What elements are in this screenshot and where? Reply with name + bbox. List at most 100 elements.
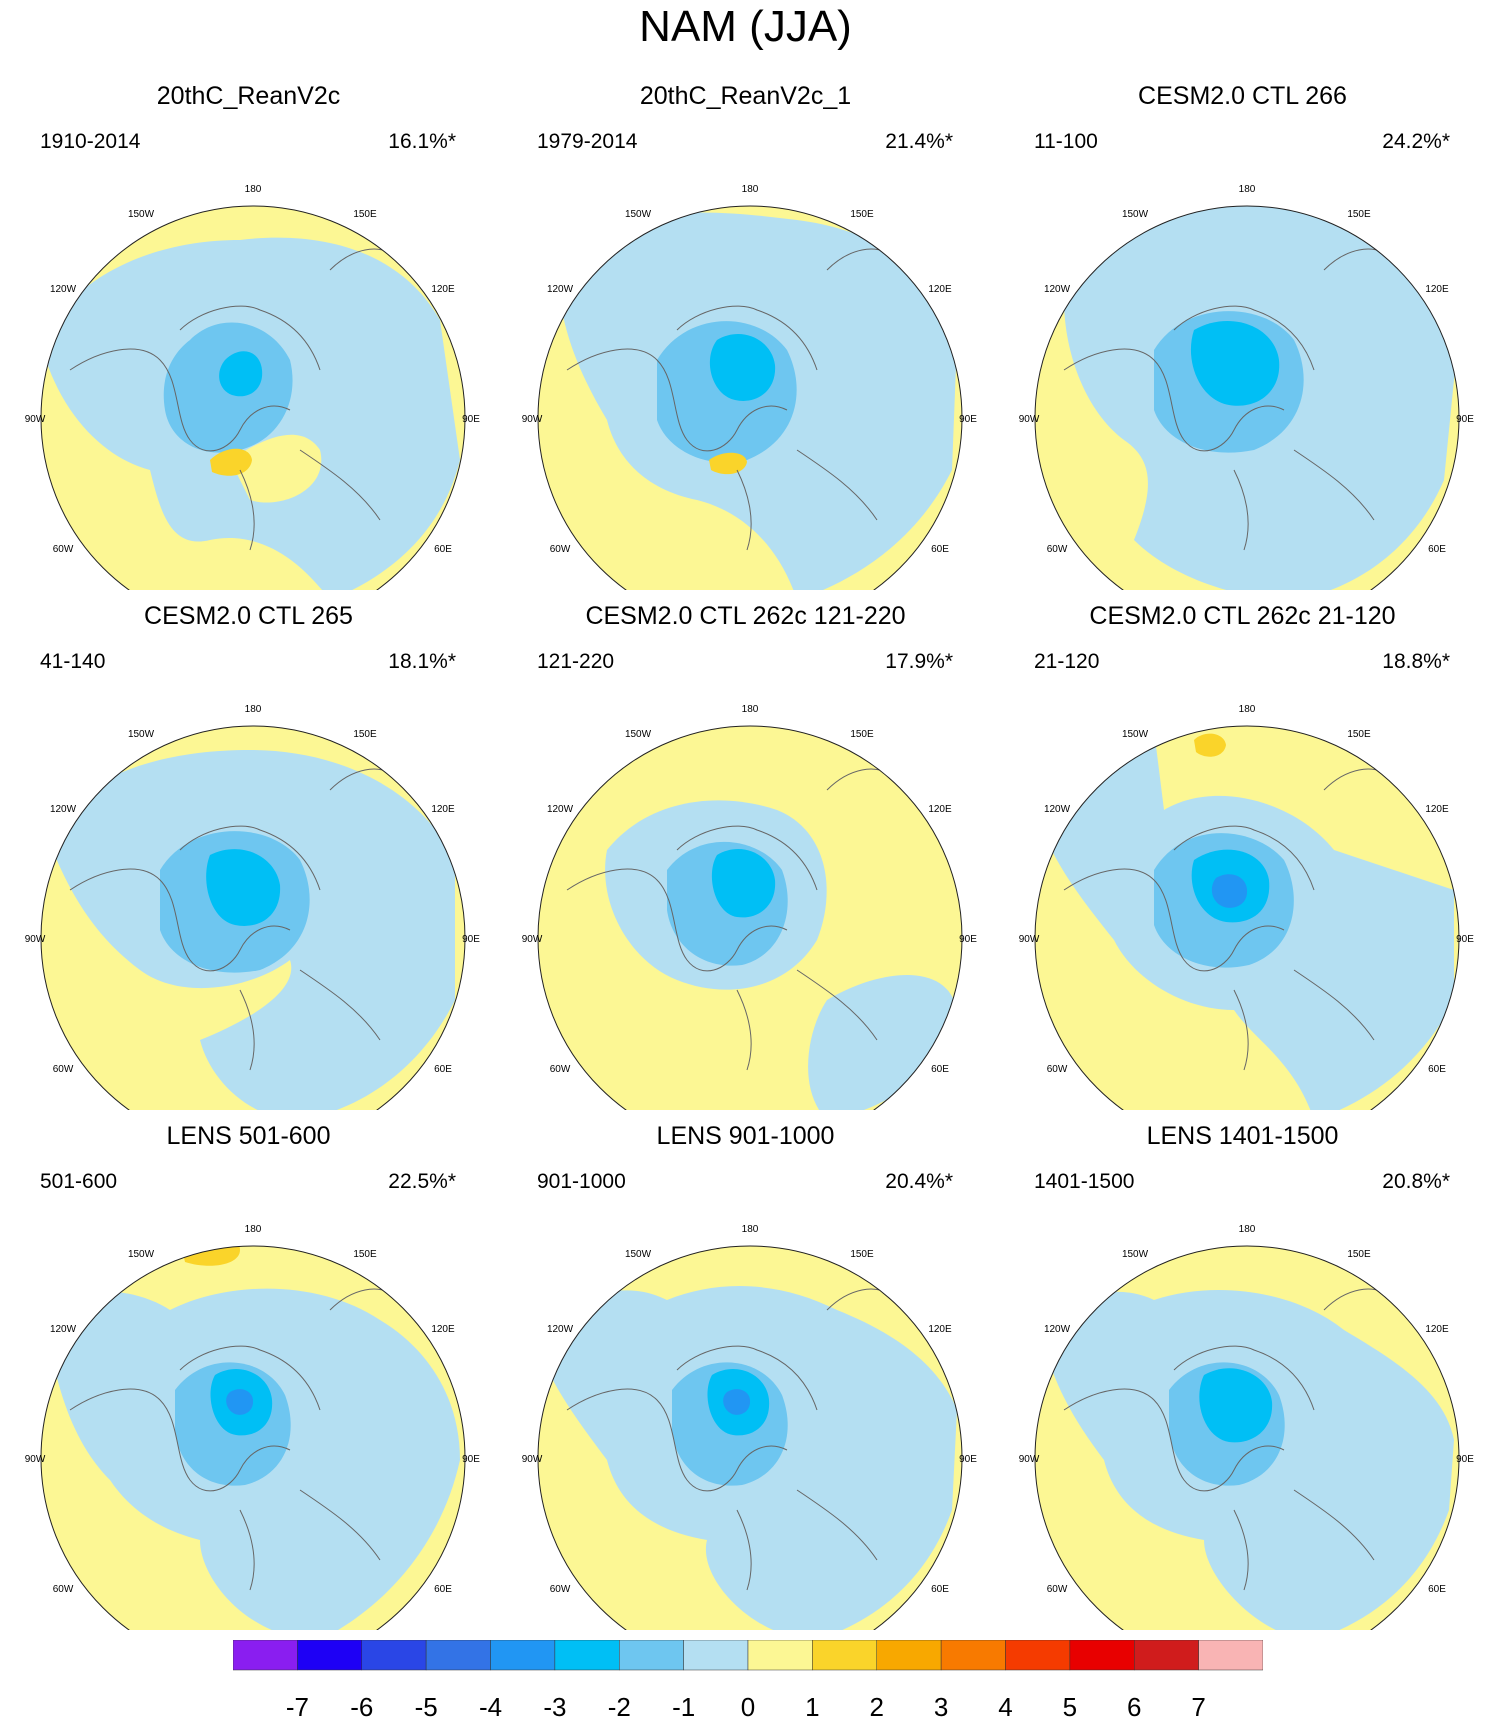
contour-region (637, 1246, 722, 1252)
map-panel: 180150W150E120W120E90W90E60W60E30W30E020… (0, 70, 497, 590)
colorbar-tick-label: 2 (869, 1692, 884, 1722)
longitude-label: 150E (353, 729, 377, 740)
longitude-label: 120W (547, 284, 574, 295)
longitude-label: 150E (353, 209, 377, 220)
colorbar-tick-label: -2 (607, 1692, 631, 1722)
colorbar-swatch (940, 1640, 1006, 1671)
polar-map: 180150W150E120W120E90W90E60W60E30W30E0 (25, 704, 480, 1110)
panel-period: 121-220 (537, 650, 615, 673)
longitude-label: 150W (128, 729, 155, 740)
polar-map: 180150W150E120W120E90W90E60W60E30W30E0 (1019, 704, 1474, 1110)
longitude-label: 120E (431, 284, 455, 295)
longitude-label: 150W (128, 1249, 155, 1260)
longitude-label: 120E (928, 1324, 952, 1335)
longitude-label: 120W (50, 804, 77, 815)
contour-region (1190, 321, 1280, 406)
panel-variance: 24.2%* (1382, 130, 1450, 153)
panel-variance: 21.4%* (885, 130, 953, 153)
colorbar-swatch (297, 1640, 362, 1671)
contour-region (206, 849, 281, 926)
coastline (69, 1288, 401, 1591)
longitude-label: 90W (25, 934, 46, 945)
panel-variance: 17.9%* (885, 650, 953, 673)
map-border (40, 725, 466, 1110)
longitude-label: 180 (742, 704, 759, 715)
longitude-label: 90E (1456, 934, 1474, 945)
longitude-label: 150W (1122, 1249, 1149, 1260)
polar-map: 180150W150E120W120E90W90E60W60E30W30E0 (25, 1224, 480, 1630)
longitude-label: 150W (625, 209, 652, 220)
colorbar-swatch (1005, 1640, 1071, 1671)
map-border (1034, 205, 1460, 590)
longitude-label: 90E (1456, 1454, 1474, 1465)
panel-period: 901-1000 (537, 1170, 626, 1193)
colorbar-tick-label: 4 (998, 1692, 1013, 1722)
longitude-label: 60E (931, 1064, 949, 1075)
polar-map: 180150W150E120W120E90W90E60W60E30W30E0 (522, 184, 977, 590)
colorbar-swatch (233, 1640, 298, 1671)
panel-title: LENS 501-600 (166, 1122, 331, 1150)
polar-map: 180150W150E120W120E90W90E60W60E30W30E0 (522, 1224, 977, 1630)
longitude-label: 180 (1239, 1224, 1256, 1235)
map-panel: 180150W150E120W120E90W90E60W60E30W30E0LE… (994, 1110, 1491, 1630)
coastline (1063, 1288, 1395, 1591)
panel-variance: 20.8%* (1382, 1170, 1450, 1193)
coastline (566, 248, 898, 551)
colorbar-swatch (876, 1640, 942, 1671)
longitude-label: 60W (550, 1064, 571, 1075)
colorbar-swatch (1198, 1640, 1263, 1671)
longitude-label: 60E (434, 544, 452, 555)
longitude-label: 150W (128, 209, 155, 220)
longitude-label: 120E (1425, 1324, 1449, 1335)
longitude-label: 120E (1425, 284, 1449, 295)
longitude-label: 180 (742, 184, 759, 195)
coastline (566, 1288, 898, 1591)
figure-title: NAM (JJA) (639, 2, 852, 51)
panel-title: 20thC_ReanV2c_1 (639, 82, 852, 110)
colorbar-swatch (490, 1640, 556, 1671)
longitude-label: 120W (1044, 804, 1071, 815)
longitude-label: 90W (522, 414, 543, 425)
panel-title: 20thC_ReanV2c (156, 82, 341, 110)
contour-region (709, 452, 747, 475)
map-panel: 180150W150E120W120E90W90E60W60E30W30E0CE… (0, 590, 497, 1110)
longitude-label: 150W (625, 729, 652, 740)
longitude-label: 90W (522, 1454, 543, 1465)
contour-region (1211, 874, 1248, 908)
longitude-label: 60E (434, 1584, 452, 1595)
longitude-label: 60W (53, 1584, 74, 1595)
contour-region (808, 975, 957, 1110)
map-panel: 180150W150E120W120E90W90E60W60E30W30E0CE… (994, 590, 1491, 1110)
panel-period: 1910-2014 (40, 130, 141, 153)
longitude-label: 60E (1428, 1064, 1446, 1075)
panel-period: 21-120 (1034, 650, 1100, 673)
polar-map: 180150W150E120W120E90W90E60W60E30W30E0 (1019, 1224, 1474, 1630)
panel-period: 1979-2014 (537, 130, 638, 153)
map-border (40, 205, 466, 590)
longitude-label: 150W (1122, 209, 1149, 220)
coastline (69, 768, 401, 1071)
longitude-label: 90E (1456, 414, 1474, 425)
longitude-label: 180 (742, 1224, 759, 1235)
longitude-label: 180 (1239, 704, 1256, 715)
longitude-label: 90E (959, 414, 977, 425)
polar-map: 180150W150E120W120E90W90E60W60E30W30E0 (522, 704, 977, 1110)
contour-region (1194, 733, 1226, 757)
colorbar-swatch (425, 1640, 491, 1671)
longitude-label: 120E (1425, 804, 1449, 815)
colorbar-tick-label: 6 (1127, 1692, 1142, 1722)
longitude-label: 180 (245, 704, 262, 715)
longitude-label: 150E (1347, 729, 1371, 740)
longitude-label: 180 (245, 1224, 262, 1235)
colorbar-swatch (361, 1640, 427, 1671)
coastline (69, 248, 401, 551)
longitude-label: 120W (50, 1324, 77, 1335)
longitude-label: 90W (25, 414, 46, 425)
longitude-label: 90W (1019, 1454, 1040, 1465)
map-panel: 180150W150E120W120E90W90E60W60E30W30E0CE… (994, 70, 1491, 590)
panel-title: LENS 1401-1500 (1146, 1122, 1339, 1150)
longitude-label: 60W (1047, 544, 1068, 555)
coastline (1063, 248, 1395, 551)
longitude-label: 60E (434, 1064, 452, 1075)
colorbar-tick-label: -5 (414, 1692, 438, 1722)
